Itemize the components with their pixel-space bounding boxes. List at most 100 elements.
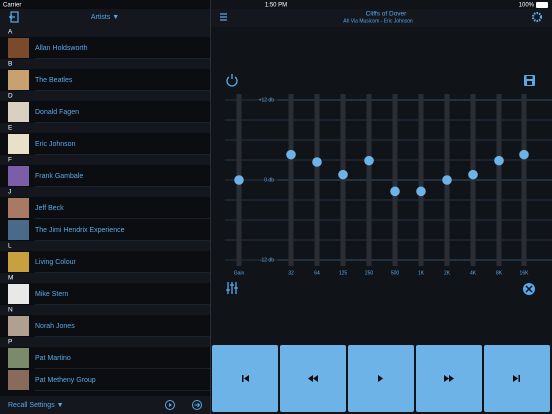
band-label: 1K	[418, 270, 425, 276]
save-icon[interactable]	[524, 75, 535, 86]
slider-track	[418, 94, 424, 266]
section-letter: D	[8, 93, 13, 100]
artist-name[interactable]: Jeff Beck	[35, 205, 64, 212]
slider-knob[interactable]	[338, 169, 348, 180]
recall-settings[interactable]: Recall Settings ▼	[8, 402, 64, 409]
eq-tick-label: +12 db	[259, 97, 275, 103]
artists-sort[interactable]: Artists ▼	[91, 14, 119, 21]
slider-knob[interactable]	[390, 186, 400, 197]
artist-name[interactable]: Pat Metheny Group	[35, 377, 96, 384]
artist-thumbnail	[8, 38, 29, 58]
artist-thumbnail	[8, 166, 29, 186]
artist-list: A Allan Holdsworth B The Beatles D Donald Fag…	[0, 27, 210, 391]
artist-name[interactable]: Donald Fagen	[35, 109, 79, 116]
artist-thumbnail	[8, 284, 29, 304]
slider-knob[interactable]	[364, 155, 374, 166]
artist-name[interactable]: Allan Holdsworth	[35, 45, 88, 52]
slider-track	[392, 94, 398, 266]
slider-track	[470, 94, 476, 266]
section-row	[0, 337, 210, 347]
band-label: 8K	[496, 270, 503, 276]
band-label: 4K	[470, 270, 477, 276]
reset-icon[interactable]	[523, 283, 535, 295]
time: 1:50 PM	[265, 3, 287, 9]
slider-knob[interactable]	[494, 155, 504, 166]
band-label: 64	[314, 270, 320, 276]
transport-icons	[242, 375, 520, 382]
artist-name[interactable]: Pat Martino	[35, 355, 71, 362]
slider-knob[interactable]	[312, 157, 322, 167]
play-all-icon[interactable]	[165, 400, 175, 410]
next-icon[interactable]	[192, 400, 202, 410]
section-row	[0, 187, 210, 197]
artist-thumbnail	[8, 70, 29, 90]
section-letter: F	[8, 157, 12, 164]
carrier: Carrier	[3, 3, 21, 9]
artist-thumbnail	[8, 316, 29, 336]
artist-thumbnail	[8, 198, 29, 218]
artist-name[interactable]: Mike Stern	[35, 291, 69, 298]
slider-knob[interactable]	[234, 175, 244, 185]
battery-icon	[536, 2, 548, 8]
artist-thumbnail	[8, 220, 29, 240]
artist-name[interactable]: Norah Jones	[35, 323, 75, 330]
library-header	[0, 9, 210, 27]
section-letter: E	[8, 125, 13, 132]
artist-name[interactable]: The Beatles	[35, 77, 73, 84]
artist-thumbnail	[8, 348, 29, 368]
power-icon[interactable]	[226, 74, 238, 87]
band-label: Gain	[234, 270, 245, 276]
section-row	[0, 305, 210, 315]
section-row	[0, 155, 210, 165]
track-subtitle: Ah Via Musicom - Eric Johnson	[343, 18, 413, 24]
track-title: Cliffs of Dover	[366, 11, 408, 18]
artist-thumbnail	[8, 102, 29, 122]
slider-track	[314, 94, 320, 266]
slider-track	[340, 94, 346, 266]
battery-text: 100%	[519, 3, 535, 9]
section-row	[0, 273, 210, 283]
section-row	[0, 27, 210, 37]
band-label: 125	[339, 270, 348, 276]
mixer-icon[interactable]	[226, 282, 238, 294]
section-row	[0, 123, 210, 133]
slider-knob[interactable]	[519, 149, 529, 160]
band-label: 16K	[520, 270, 530, 276]
slider-track	[521, 94, 527, 266]
eq-tick-label: -12 db	[260, 257, 274, 263]
slider-knob[interactable]	[468, 169, 478, 180]
artist-thumbnail	[8, 134, 29, 154]
section-letter: A	[8, 29, 13, 36]
player-header	[211, 9, 552, 27]
slider-knob[interactable]	[442, 175, 452, 185]
band-label: 500	[391, 270, 400, 276]
artist-thumbnail	[8, 252, 29, 272]
slider-knob[interactable]	[416, 186, 426, 197]
artist-name[interactable]: The Jimi Hendrix Experience	[35, 227, 125, 234]
library-footer	[0, 396, 210, 414]
artist-name[interactable]: Frank Gambale	[35, 173, 83, 180]
back-icon[interactable]	[9, 11, 19, 23]
section-row	[0, 91, 210, 101]
artist-thumbnail	[8, 370, 29, 390]
section-letter: N	[8, 307, 13, 314]
slider-track	[496, 94, 502, 266]
section-letter: J	[8, 189, 11, 196]
slider-track	[366, 94, 372, 266]
eq-tick-label: 0 db	[264, 177, 274, 183]
section-letter: M	[8, 275, 13, 282]
equalizer: +12 db 0 db -12 db Gain 32 64 125 250 500 1K 2K 4K 8…	[225, 94, 552, 276]
band-label: 250	[365, 270, 374, 276]
section-row	[0, 59, 210, 69]
band-label: 2K	[444, 270, 451, 276]
section-letter: P	[8, 339, 12, 346]
artist-name[interactable]: Eric Johnson	[35, 141, 76, 148]
section-letter: L	[8, 243, 12, 250]
slider-knob[interactable]	[286, 149, 296, 160]
settings-icon[interactable]	[531, 11, 543, 23]
menu-icon[interactable]	[220, 13, 227, 21]
section-letter: B	[8, 61, 12, 68]
artist-name[interactable]: Living Colour	[35, 259, 77, 266]
